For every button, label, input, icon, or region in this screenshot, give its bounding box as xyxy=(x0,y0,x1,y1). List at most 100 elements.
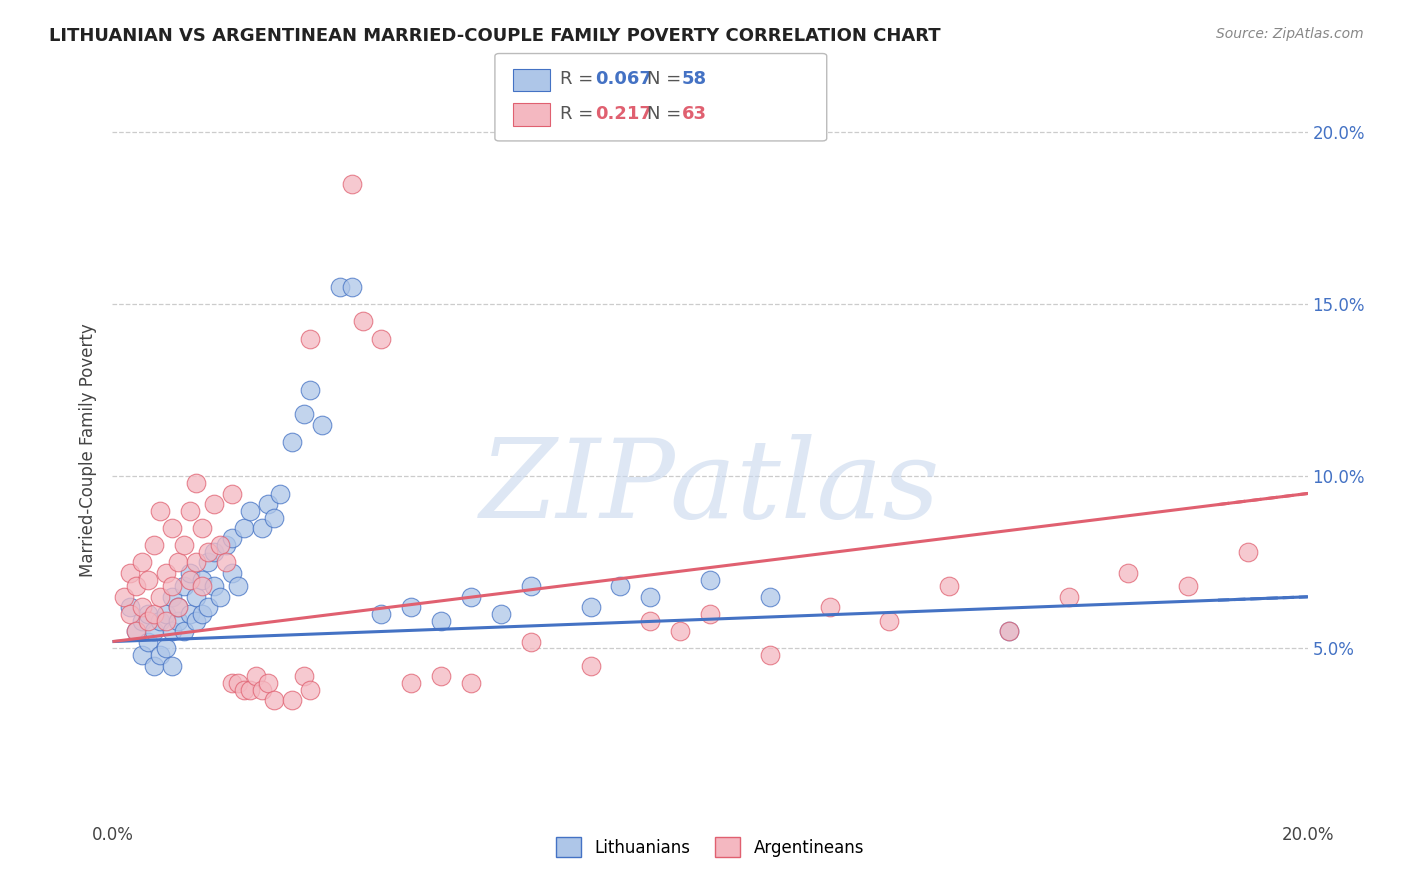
Point xyxy=(401,676,423,690)
Point xyxy=(179,566,201,580)
Point xyxy=(1118,566,1140,580)
Point xyxy=(167,600,190,615)
Text: R =: R = xyxy=(560,70,599,88)
Point xyxy=(186,476,208,491)
Point xyxy=(221,566,243,580)
Text: Source: ZipAtlas.com: Source: ZipAtlas.com xyxy=(1216,27,1364,41)
Point xyxy=(281,434,304,449)
Point xyxy=(250,682,273,697)
Point xyxy=(226,579,249,593)
Point xyxy=(155,566,177,580)
Point xyxy=(197,545,219,559)
Point xyxy=(460,590,482,604)
Point xyxy=(281,693,304,707)
Point xyxy=(120,566,142,580)
Point xyxy=(186,555,208,569)
Text: N =: N = xyxy=(647,105,686,123)
Text: 63: 63 xyxy=(682,105,707,123)
Point xyxy=(167,614,190,628)
Point xyxy=(186,614,208,628)
Point xyxy=(202,579,225,593)
Point xyxy=(298,682,321,697)
Point xyxy=(191,579,214,593)
Point xyxy=(197,600,219,615)
Point xyxy=(257,497,280,511)
Point xyxy=(370,607,392,621)
Point xyxy=(520,579,543,593)
Point xyxy=(430,614,453,628)
Text: 58: 58 xyxy=(682,70,707,88)
Point xyxy=(221,676,243,690)
Point xyxy=(131,648,153,663)
Point xyxy=(197,555,219,569)
Point xyxy=(143,607,166,621)
Point xyxy=(609,579,631,593)
Point xyxy=(179,504,201,518)
Point xyxy=(1177,579,1199,593)
Point xyxy=(138,634,160,648)
Point xyxy=(155,614,177,628)
Point xyxy=(879,614,901,628)
Y-axis label: Married-Couple Family Poverty: Married-Couple Family Poverty xyxy=(79,324,97,577)
Point xyxy=(263,510,285,524)
Point xyxy=(579,658,602,673)
Point xyxy=(138,614,160,628)
Point xyxy=(998,624,1021,639)
Point xyxy=(1237,545,1260,559)
Point xyxy=(340,280,363,294)
Point xyxy=(430,669,453,683)
Point xyxy=(202,497,225,511)
Point xyxy=(257,676,280,690)
Point xyxy=(998,624,1021,639)
Point xyxy=(191,607,214,621)
Point xyxy=(173,579,195,593)
Point xyxy=(162,590,183,604)
Point xyxy=(173,624,195,639)
Point xyxy=(125,579,148,593)
Point xyxy=(329,280,352,294)
Point xyxy=(233,682,256,697)
Point xyxy=(759,648,782,663)
Point xyxy=(292,669,315,683)
Point xyxy=(149,504,172,518)
Point xyxy=(149,590,172,604)
Point xyxy=(401,600,423,615)
Point xyxy=(221,531,243,545)
Point xyxy=(202,545,225,559)
Point xyxy=(1057,590,1080,604)
Point xyxy=(215,555,238,569)
Point xyxy=(579,600,602,615)
Text: ZIPatlas: ZIPatlas xyxy=(479,434,941,541)
Point xyxy=(131,614,153,628)
Point xyxy=(131,555,153,569)
Point xyxy=(209,590,232,604)
Point xyxy=(640,614,662,628)
Point xyxy=(370,332,392,346)
Point xyxy=(269,486,291,500)
Point xyxy=(209,538,232,552)
Point xyxy=(489,607,512,621)
Point xyxy=(186,590,208,604)
Point xyxy=(215,538,238,552)
Text: 0.067: 0.067 xyxy=(595,70,651,88)
Point xyxy=(179,573,201,587)
Point xyxy=(143,658,166,673)
Point xyxy=(131,600,153,615)
Point xyxy=(149,648,172,663)
Point xyxy=(191,573,214,587)
Point xyxy=(640,590,662,604)
Point xyxy=(120,607,142,621)
Point xyxy=(149,614,172,628)
Point xyxy=(699,573,721,587)
Point xyxy=(340,177,363,191)
Point xyxy=(226,676,249,690)
Point xyxy=(167,555,190,569)
Point xyxy=(818,600,841,615)
Point xyxy=(138,573,160,587)
Point xyxy=(353,314,375,328)
Point xyxy=(298,383,321,397)
Text: LITHUANIAN VS ARGENTINEAN MARRIED-COUPLE FAMILY POVERTY CORRELATION CHART: LITHUANIAN VS ARGENTINEAN MARRIED-COUPLE… xyxy=(49,27,941,45)
Point xyxy=(125,624,148,639)
Point xyxy=(221,486,243,500)
Point xyxy=(250,521,273,535)
